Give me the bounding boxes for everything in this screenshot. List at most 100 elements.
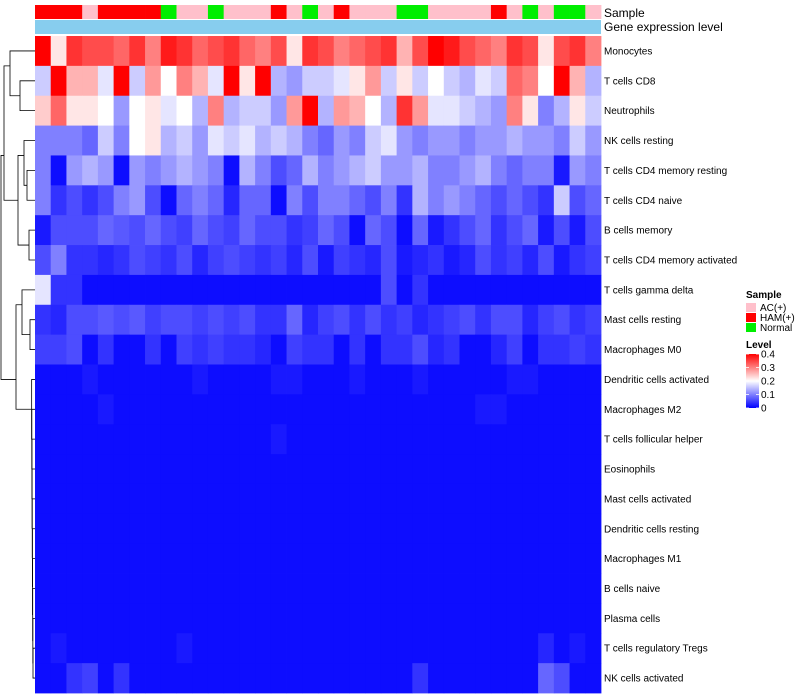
heatmap-cell (443, 304, 460, 336)
heatmap-cell (302, 663, 319, 694)
heatmap-cell (160, 215, 177, 246)
heatmap-cell (66, 394, 83, 425)
heatmap-cell (160, 245, 177, 276)
heatmap-cell (192, 513, 209, 545)
heatmap-cell (318, 36, 335, 67)
heatmap-cell (318, 633, 335, 664)
heatmap-cell (113, 304, 130, 336)
heatmap-cell (270, 185, 287, 216)
row-label: T cells gamma delta (604, 285, 694, 296)
heatmap-cell (459, 513, 476, 545)
heatmap-cell (506, 543, 523, 574)
heatmap-cell (50, 603, 67, 634)
heatmap-cell (318, 364, 335, 395)
heatmap-cell (569, 274, 586, 306)
heatmap-cell (129, 215, 146, 246)
heatmap-cell (82, 394, 99, 425)
heatmap-cell (553, 454, 570, 485)
heatmap-cell (318, 454, 335, 485)
heatmap-cell (50, 185, 67, 216)
heatmap-cell (522, 513, 539, 545)
heatmap-cell (192, 125, 209, 156)
legend-level-tick-label: 0.3 (761, 363, 775, 374)
heatmap-cell (286, 95, 303, 126)
heatmap-cell (160, 364, 177, 395)
heatmap-cell (365, 274, 382, 306)
heatmap-cell (145, 185, 162, 216)
heatmap-cell (475, 245, 492, 276)
row-label: T cells regulatory Tregs (604, 644, 708, 655)
legend-level-tick-label: 0.4 (761, 350, 775, 361)
heatmap-cell (585, 155, 602, 186)
heatmap-cell (97, 364, 115, 395)
heatmap-cell (459, 95, 476, 126)
heatmap-cell (490, 125, 508, 156)
heatmap-cell (286, 36, 303, 67)
sample-annotation-cell (553, 5, 570, 19)
heatmap-cell (585, 603, 602, 634)
sample-annotation-cell (255, 5, 272, 19)
heatmap-cell (192, 36, 209, 67)
heatmap-cell (97, 573, 115, 604)
heatmap-cell (50, 573, 67, 604)
heatmap-cell (223, 65, 240, 97)
heatmap-cell (365, 364, 382, 395)
heatmap-cell (286, 454, 303, 485)
heatmap-cell (428, 483, 445, 515)
heatmap-cell (538, 245, 555, 276)
heatmap-cell (333, 633, 350, 664)
heatmap-cell (396, 334, 413, 365)
heatmap-cell (113, 125, 130, 156)
heatmap-cell (35, 513, 52, 545)
heatmap-cell (286, 483, 303, 515)
heatmap-cell (82, 245, 99, 276)
heatmap-cell (97, 125, 115, 156)
heatmap-cell (333, 65, 350, 97)
heatmap-cell (585, 394, 602, 425)
heatmap-cell (129, 36, 146, 67)
heatmap-cell (349, 125, 366, 156)
heatmap-cell (443, 36, 460, 67)
heatmap-cell (365, 304, 382, 336)
heatmap-cell (443, 543, 460, 574)
sample-annotation-cell (129, 5, 146, 19)
heatmap-cell (349, 543, 366, 574)
heatmap-cell (380, 633, 398, 664)
heatmap-cell (286, 663, 303, 694)
heatmap-cell (459, 663, 476, 694)
heatmap-cell (428, 424, 445, 455)
sample-annotation-cell (585, 5, 602, 19)
heatmap-cell (349, 663, 366, 694)
heatmap-cell (522, 454, 539, 485)
heatmap-cell (97, 274, 115, 306)
heatmap-cell (82, 424, 99, 455)
heatmap-cell (538, 543, 555, 574)
heatmap-cell (538, 633, 555, 664)
heatmap-cell (270, 215, 287, 246)
heatmap-cell (223, 663, 240, 694)
heatmap-cell (475, 36, 492, 67)
heatmap-cell (569, 95, 586, 126)
heatmap-cell (396, 274, 413, 306)
heatmap-cell (145, 155, 162, 186)
heatmap-cell (349, 95, 366, 126)
heatmap-cell (365, 95, 382, 126)
heatmap-cell (82, 573, 99, 604)
heatmap-cell (176, 394, 193, 425)
heatmap-cell (459, 573, 476, 604)
heatmap-cell (412, 454, 429, 485)
heatmap-cell (129, 424, 146, 455)
heatmap-cell (475, 185, 492, 216)
heatmap-cell (129, 394, 146, 425)
heatmap-cell (475, 394, 492, 425)
heatmap-cell (475, 95, 492, 126)
heatmap-cell (318, 543, 335, 574)
heatmap-cell (506, 36, 523, 67)
heatmap-cell (302, 36, 319, 67)
heatmap-cell (443, 424, 460, 455)
heatmap-cell (50, 394, 67, 425)
heatmap-cell (522, 155, 539, 186)
heatmap-cell (239, 215, 256, 246)
heatmap-cell (538, 394, 555, 425)
heatmap-cell (569, 304, 586, 336)
